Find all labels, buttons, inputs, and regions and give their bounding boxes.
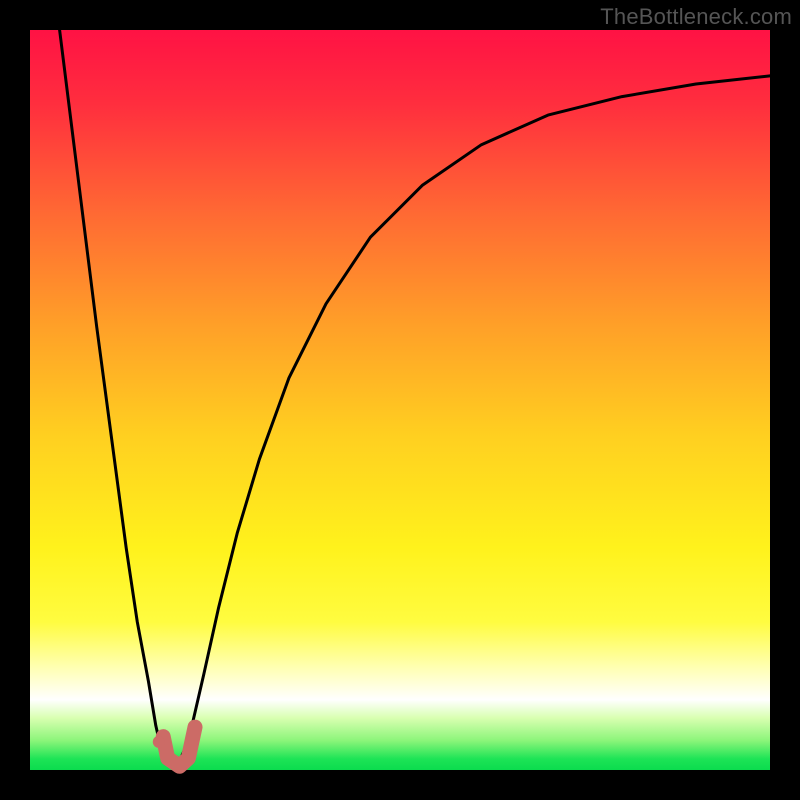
current-config-dot xyxy=(153,736,165,748)
bottleneck-chart-svg xyxy=(0,0,800,800)
chart-stage: TheBottleneck.com xyxy=(0,0,800,800)
plot-area xyxy=(30,30,770,770)
